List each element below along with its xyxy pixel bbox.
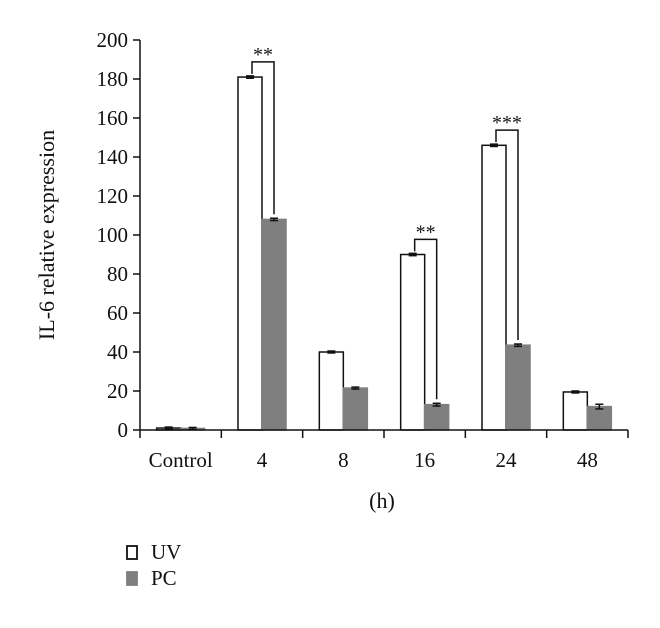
x-tick-label: 24 [496, 448, 518, 472]
y-axis-title: IL-6 relative expression [34, 130, 59, 340]
x-tick-label: 48 [577, 448, 598, 472]
y-tick-label: 60 [107, 301, 128, 325]
significance-annotations: ******* [251, 44, 522, 400]
bar-pc-48 [586, 405, 613, 431]
bar-uv-24 [481, 144, 507, 431]
significance-bracket [251, 61, 275, 215]
y-tick-label: 180 [97, 67, 129, 91]
y-tick-label: 20 [107, 379, 128, 403]
x-axis-ticks: Control 4 8 16 24 48 [139, 430, 629, 472]
legend-swatch-uv [126, 545, 138, 560]
y-tick-label: 40 [107, 340, 128, 364]
significance-bracket [495, 129, 519, 341]
x-tick-label: 4 [257, 448, 268, 472]
x-tick-label: 8 [338, 448, 349, 472]
bar-uv-8 [318, 351, 345, 431]
x-tick-label: Control [149, 448, 213, 472]
y-axis-ticks: 0 20 40 60 80 100 120 140 160 180 200 [97, 28, 140, 442]
bar-pc-16 [423, 403, 450, 431]
bar-pc-8 [342, 387, 369, 431]
legend-label-pc: PC [151, 566, 177, 590]
y-tick-label: 200 [97, 28, 129, 52]
legend-label-uv: UV [151, 540, 181, 564]
significance-label: *** [492, 112, 522, 134]
bar-uv-4 [237, 76, 263, 431]
y-tick-label: 160 [97, 106, 129, 130]
significance-label: ** [416, 221, 436, 243]
x-tick-label: 16 [414, 448, 435, 472]
y-tick-label: 80 [107, 262, 128, 286]
significance-bracket [413, 238, 438, 400]
x-axis-title: (h) [369, 488, 395, 513]
bar-pc-24 [505, 344, 531, 431]
y-tick-label: 100 [97, 223, 129, 247]
significance-label: ** [253, 44, 273, 66]
legend-swatch-pc [126, 571, 138, 586]
bars [155, 75, 613, 431]
bar-uv-16 [399, 253, 426, 431]
y-tick-label: 0 [118, 418, 129, 442]
y-tick-label: 120 [97, 184, 129, 208]
bar-uv-48 [562, 391, 589, 431]
y-tick-label: 140 [97, 145, 129, 169]
bar-pc-4 [261, 218, 287, 431]
